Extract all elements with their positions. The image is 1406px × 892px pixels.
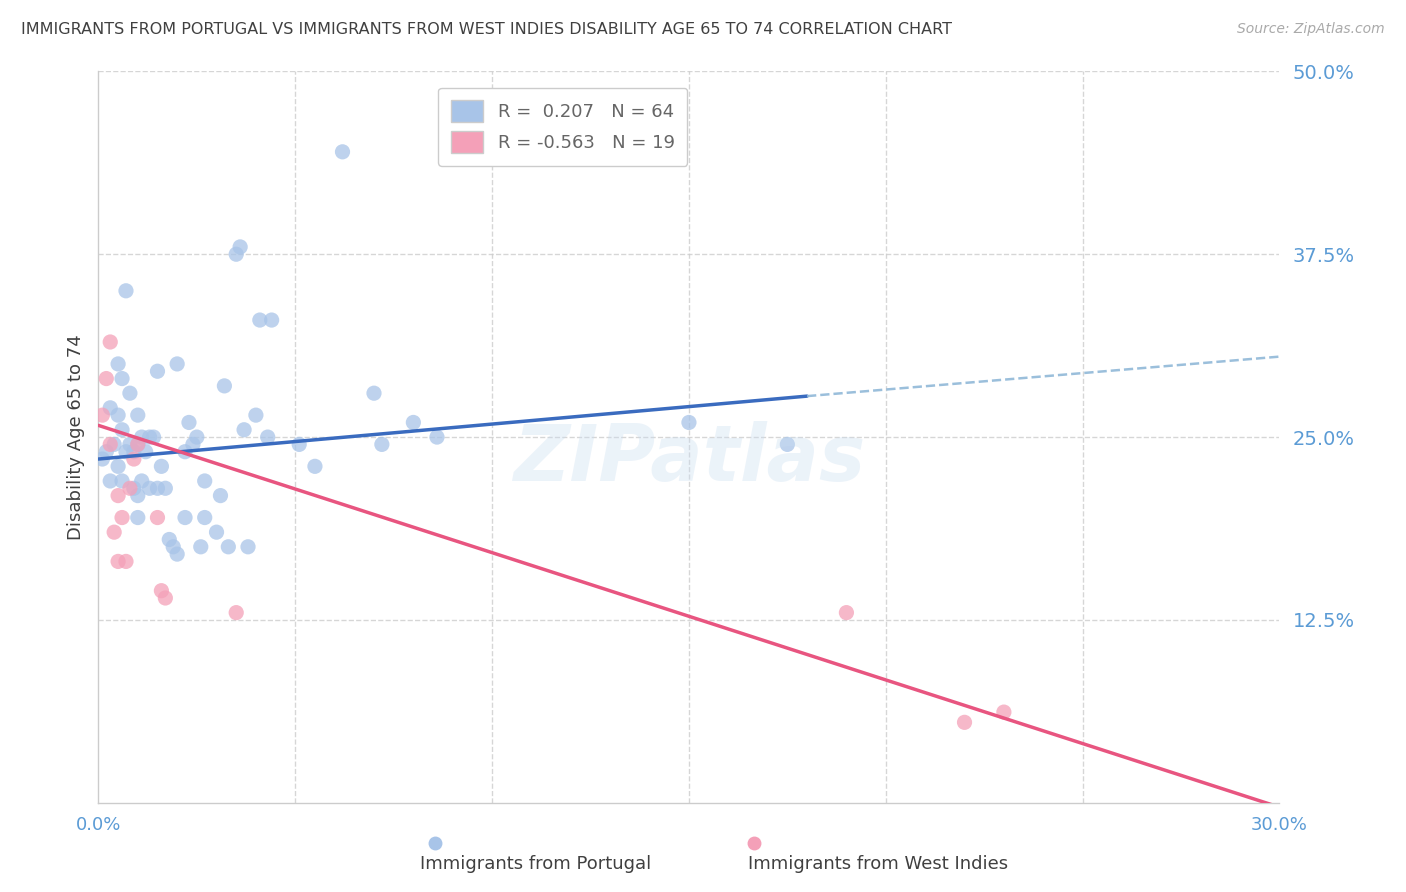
Point [190, 540, 212, 554]
Point [776, 437, 799, 451]
Point [115, 284, 138, 298]
Point [115, 444, 138, 458]
Point [157, 533, 180, 547]
Point [131, 430, 153, 444]
Point [174, 444, 197, 458]
Point [194, 510, 217, 524]
Point [162, 540, 184, 554]
Point [103, 437, 125, 451]
Point [135, 444, 157, 458]
Point [91, 452, 114, 467]
Point [214, 379, 236, 393]
Point [993, 705, 1015, 719]
Point [127, 437, 149, 451]
Text: ZIPatlas: ZIPatlas [513, 421, 865, 497]
Point [98, 401, 121, 415]
Legend: R =  0.207   N = 64, R = -0.563   N = 19: R = 0.207 N = 64, R = -0.563 N = 19 [439, 87, 688, 166]
Point [332, 145, 354, 159]
Point [371, 437, 394, 451]
Point [233, 423, 256, 437]
Point [194, 474, 217, 488]
Point [98, 437, 121, 451]
Point [155, 481, 177, 495]
Point [426, 430, 449, 444]
Point [96, 444, 118, 458]
Point [209, 489, 232, 503]
Point [205, 525, 228, 540]
Point [103, 525, 125, 540]
Point [155, 591, 177, 605]
Point [245, 408, 267, 422]
Point [217, 540, 239, 554]
Point [229, 240, 252, 254]
Point [107, 489, 129, 503]
Point [138, 430, 160, 444]
Text: IMMIGRANTS FROM PORTUGAL VS IMMIGRANTS FROM WEST INDIES DISABILITY AGE 65 TO 74 : IMMIGRANTS FROM PORTUGAL VS IMMIGRANTS F… [21, 22, 952, 37]
Point [256, 430, 278, 444]
Point [127, 510, 149, 524]
Point [363, 386, 385, 401]
Point [91, 408, 114, 422]
Point [115, 554, 138, 568]
Point [98, 334, 121, 349]
Point [953, 715, 976, 730]
Point [177, 416, 200, 430]
Point [111, 371, 134, 385]
Point [225, 247, 247, 261]
Point [127, 437, 149, 451]
Point [150, 583, 173, 598]
Point [96, 371, 118, 385]
Point [304, 459, 326, 474]
Point [146, 481, 169, 495]
Point [127, 489, 149, 503]
Point [402, 416, 425, 430]
Point [118, 481, 141, 495]
Point [260, 313, 283, 327]
Point [107, 459, 129, 474]
Point [249, 313, 271, 327]
Point [138, 481, 160, 495]
Text: Immigrants from Portugal: Immigrants from Portugal [420, 855, 651, 873]
Point [225, 606, 247, 620]
Point [146, 364, 169, 378]
Point [835, 606, 858, 620]
Point [174, 510, 197, 524]
Point [146, 510, 169, 524]
Point [288, 437, 311, 451]
Point [111, 423, 134, 437]
Point [122, 481, 145, 495]
Point [122, 452, 145, 467]
Point [236, 540, 259, 554]
Point [107, 408, 129, 422]
Text: Immigrants from West Indies: Immigrants from West Indies [748, 855, 1008, 873]
Point [98, 474, 121, 488]
Point [111, 510, 134, 524]
Point [150, 459, 173, 474]
Point [118, 386, 141, 401]
Point [111, 474, 134, 488]
Point [166, 357, 188, 371]
Y-axis label: Disability Age 65 to 74: Disability Age 65 to 74 [66, 334, 84, 540]
Point [131, 474, 153, 488]
Point [107, 554, 129, 568]
Point [142, 430, 165, 444]
Text: Source: ZipAtlas.com: Source: ZipAtlas.com [1237, 22, 1385, 37]
Point [127, 408, 149, 422]
Point [107, 357, 129, 371]
Point [122, 444, 145, 458]
Point [181, 437, 204, 451]
Point [186, 430, 208, 444]
Point [118, 437, 141, 451]
Point [166, 547, 188, 561]
Point [678, 416, 700, 430]
